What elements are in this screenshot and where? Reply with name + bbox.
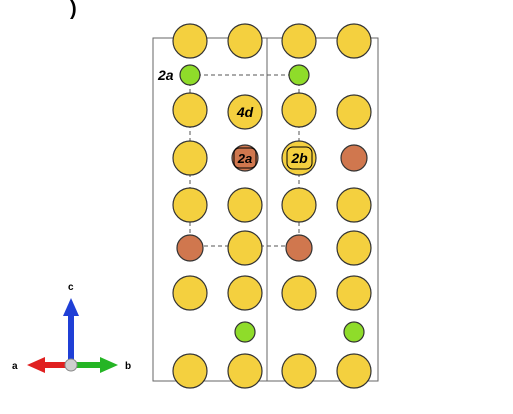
b-axis-arrowhead: [100, 357, 118, 373]
green-atom: [343, 321, 365, 343]
yellow-atom: [172, 92, 208, 128]
yellow-atom: [281, 92, 317, 128]
green-atom: [179, 64, 201, 86]
a-axis-arrowhead: [27, 357, 45, 373]
green-atom: [288, 64, 310, 86]
origin-sphere: [64, 358, 78, 372]
brown-atom: [176, 234, 204, 262]
yellow-atom: [172, 353, 208, 389]
yellow-atom: [227, 187, 263, 223]
yellow-atom: [172, 187, 208, 223]
axis-label-a: a: [12, 361, 18, 372]
site-box-2b: [286, 146, 313, 170]
yellow-atom: [281, 275, 317, 311]
brown-atom: [340, 144, 368, 172]
yellow-atom: [281, 187, 317, 223]
panel-marker: ): [70, 0, 77, 20]
brown-atom: [285, 234, 313, 262]
site-label-green: 2a: [157, 67, 174, 83]
yellow-atom: [336, 94, 372, 130]
yellow-atom: [172, 140, 208, 176]
yellow-atom: [227, 94, 263, 130]
b-axis-shaft: [71, 362, 101, 368]
a-axis-shaft: [44, 362, 71, 368]
site-label-2a: 2a: [237, 151, 252, 166]
cell-box-right: [266, 37, 379, 382]
yellow-atom: [227, 275, 263, 311]
unit-cell-outline: [152, 37, 379, 382]
yellow-atom: [336, 353, 372, 389]
yellow-atom: [227, 230, 263, 266]
yellow-atom: [227, 353, 263, 389]
yellow-atom: [336, 187, 372, 223]
yellow-atom: [336, 275, 372, 311]
axis-label-c: c: [68, 282, 74, 293]
axis-label-b: b: [125, 361, 131, 372]
c-axis-shaft: [68, 314, 74, 364]
site-label-4d: 4d: [236, 104, 254, 120]
yellow-atom: [227, 23, 263, 59]
site-box-2a: [233, 147, 257, 169]
green-atom: [234, 321, 256, 343]
yellow-atom: [172, 23, 208, 59]
yellow-atom: [172, 275, 208, 311]
site-label-2b: 2b: [290, 150, 308, 166]
axis-triad: [27, 298, 118, 373]
c-axis-arrowhead: [63, 298, 79, 316]
yellow-atom: [336, 230, 372, 266]
yellow-atom: [281, 23, 317, 59]
yellow-atom: [336, 23, 372, 59]
yellow-atom: [281, 353, 317, 389]
